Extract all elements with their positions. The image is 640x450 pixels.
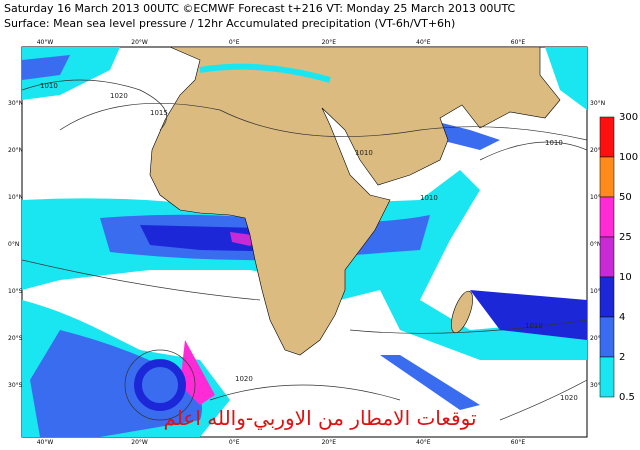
isobar-label: 1010 xyxy=(40,82,58,90)
map xyxy=(22,47,587,437)
cyclone xyxy=(134,359,186,411)
legend-label: 0.5 xyxy=(619,392,635,403)
lat-label: 0°N xyxy=(8,241,19,248)
lat-label: 20°S xyxy=(8,335,23,342)
legend-swatch xyxy=(599,356,615,398)
lat-label: 10°N xyxy=(590,194,605,201)
isobar-label: 1010 xyxy=(420,194,438,202)
lat-label: 20°S xyxy=(590,335,605,342)
legend-label: 25 xyxy=(619,232,632,243)
isobar-label: 1010 xyxy=(355,149,373,157)
lon-label: 40°E xyxy=(416,439,431,446)
lat-label: 20°N xyxy=(8,147,23,154)
land xyxy=(149,47,561,356)
lat-label: 20°N xyxy=(590,147,605,154)
legend-swatch xyxy=(599,156,615,198)
legend-label: 50 xyxy=(619,192,632,203)
precip xyxy=(380,355,480,410)
isobar-label: 1010 xyxy=(545,139,563,147)
precip xyxy=(545,47,587,110)
lon-label: 40°W xyxy=(37,439,54,446)
isobar-label: 1020 xyxy=(235,375,253,383)
legend-swatch xyxy=(599,196,615,238)
lon-label: 60°E xyxy=(511,439,526,446)
legend-label: 300 xyxy=(619,112,638,123)
lon-label: 60°E xyxy=(511,39,526,46)
isobar-label: 1020 xyxy=(560,394,578,402)
lat-label: 10°S xyxy=(590,288,605,295)
isobars xyxy=(22,79,587,421)
legend-label: 2 xyxy=(619,352,625,363)
lat-label: 30°S xyxy=(590,382,605,389)
legend-swatch xyxy=(599,116,615,158)
precip xyxy=(180,340,215,405)
legend-label: 10 xyxy=(619,272,632,283)
isobar-label: 1020 xyxy=(110,92,128,100)
isobar-label: 1010 xyxy=(525,322,543,330)
lon-label: 0°E xyxy=(229,439,240,446)
legend-label: 100 xyxy=(619,152,638,163)
legend-swatch xyxy=(599,236,615,278)
lon-label: 20°E xyxy=(322,439,337,446)
header-line: Surface: Mean sea level pressure / 12hr … xyxy=(4,17,455,30)
legend-swatch xyxy=(599,276,615,318)
legend-label: 4 xyxy=(619,312,625,323)
lat-label: 30°N xyxy=(590,100,605,107)
lat-label: 30°S xyxy=(8,382,23,389)
lon-label: 40°E xyxy=(416,39,431,46)
isobar-label: 1015 xyxy=(150,109,168,117)
lon-label: 20°W xyxy=(131,39,148,46)
lon-label: 20°W xyxy=(131,439,148,446)
precip xyxy=(199,63,331,83)
header-line: Saturday 16 March 2013 00UTC ©ECMWF Fore… xyxy=(4,2,516,15)
precip xyxy=(22,55,70,80)
lon-label: 40°W xyxy=(37,39,54,46)
lat-label: 0°N xyxy=(590,241,601,248)
lon-label: 20°E xyxy=(322,39,337,46)
lat-label: 10°S xyxy=(8,288,23,295)
legend-swatch xyxy=(599,316,615,358)
lat-label: 10°N xyxy=(8,194,23,201)
precip xyxy=(470,290,587,340)
watermark: توقعات الامطار من الاوربي-والله اعلم xyxy=(163,406,476,431)
lat-label: 30°N xyxy=(8,100,23,107)
lon-label: 0°E xyxy=(229,39,240,46)
